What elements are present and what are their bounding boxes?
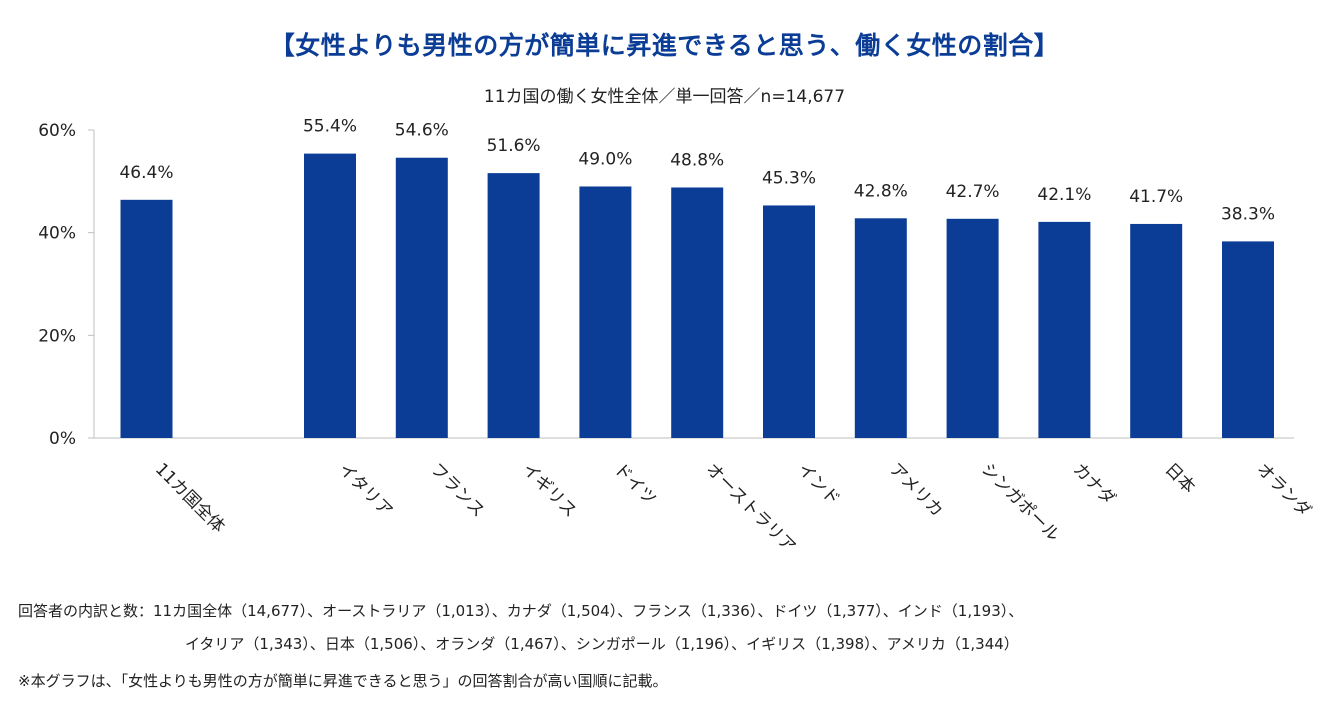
bar [671, 187, 724, 438]
x-tick-label: オランダ [1252, 459, 1314, 521]
x-tick-label: イギリス [518, 459, 580, 521]
x-tick-label: フランス [426, 459, 488, 521]
data-label: 46.4% [119, 163, 173, 183]
x-tick-label: アメリカ [885, 459, 947, 521]
y-tick-label: 60% [38, 121, 76, 141]
bar [304, 153, 356, 438]
bar [579, 186, 632, 438]
bar [395, 157, 448, 438]
respondents-note-line1: 回答者の内訳と数：11カ国全体（14,677）、オーストラリア（1,013）、カ… [18, 602, 1024, 620]
x-tick-label: 11カ国全体 [151, 459, 229, 537]
data-label: 42.7% [946, 182, 1000, 202]
bar [120, 199, 173, 438]
x-tick-label: オーストラリア [702, 459, 800, 557]
bar-chart: 0% 20% 40% 60% 46.4% 11カ国全体 55.4% イタリア 54.6% フランス… [38, 117, 1314, 557]
bar [487, 173, 540, 438]
bar [1038, 221, 1091, 438]
data-label: 48.8% [670, 150, 724, 170]
y-tick-label: 0% [49, 429, 76, 449]
bar [946, 218, 999, 438]
x-tick-label: ドイツ [610, 459, 660, 509]
respondents-note-line2: イタリア（1,343）、日本（1,506）、オランダ（1,467）、シンガポール… [185, 635, 1019, 653]
bar [1130, 223, 1183, 438]
data-label: 49.0% [578, 149, 632, 169]
bar [763, 205, 815, 438]
chart-subtitle: 11カ国の働く女性全体／単一回答／n=14,677 [483, 87, 846, 107]
data-label: 38.3% [1221, 204, 1275, 224]
y-tick-label: 40% [38, 224, 76, 244]
x-tick-label: 日本 [1161, 459, 1199, 497]
x-tick-label: インド [793, 459, 843, 509]
data-label: 42.1% [1037, 185, 1091, 205]
x-tick-label: イタリア [334, 459, 396, 521]
bar [854, 218, 907, 438]
x-tick-label: シンガポール [977, 459, 1063, 545]
data-label: 45.3% [762, 168, 816, 188]
bar [1222, 241, 1274, 438]
y-tick-label: 20% [38, 326, 76, 346]
data-label: 55.4% [303, 117, 357, 137]
data-label: 42.8% [854, 181, 908, 201]
data-label: 51.6% [487, 136, 541, 156]
data-label: 54.6% [395, 121, 449, 141]
chart-title: 【女性よりも男性の方が簡単に昇進できると思う、働く女性の割合】 [269, 31, 1060, 60]
footnote: ※本グラフは、「女性よりも男性の方が簡単に昇進できると思う」の回答割合が高い国順… [18, 672, 668, 690]
data-label: 41.7% [1129, 187, 1183, 207]
x-tick-label: カナダ [1069, 459, 1119, 509]
